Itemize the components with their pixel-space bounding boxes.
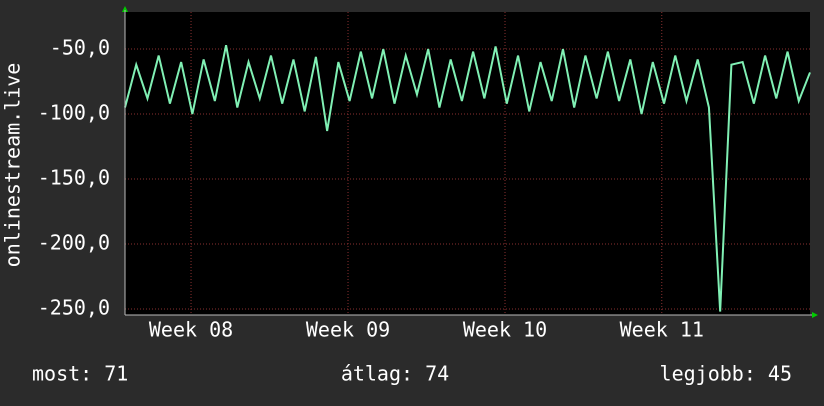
y-tick-label: -50,0 — [50, 36, 110, 60]
y-tick-label: -200,0 — [38, 231, 110, 255]
x-tick-label: Week 10 — [463, 318, 547, 342]
plot-area — [125, 12, 810, 315]
data-line — [124, 44, 811, 312]
footer-average: átlag: 74 — [341, 362, 449, 386]
y-tick-label: -250,0 — [38, 296, 110, 320]
x-tick-label: Week 11 — [620, 318, 704, 342]
footer-best: legjobb: 45 — [660, 362, 792, 386]
y-tick-label: -150,0 — [38, 166, 110, 190]
footer-current: most: 71 — [32, 362, 128, 386]
x-tick-label: Week 08 — [149, 318, 233, 342]
axis-arrow — [122, 6, 128, 12]
y-axis-label: onlinestream.live — [1, 63, 25, 268]
y-tick-label: -100,0 — [38, 101, 110, 125]
x-tick-label: Week 09 — [306, 318, 390, 342]
axis-arrow — [812, 312, 818, 318]
